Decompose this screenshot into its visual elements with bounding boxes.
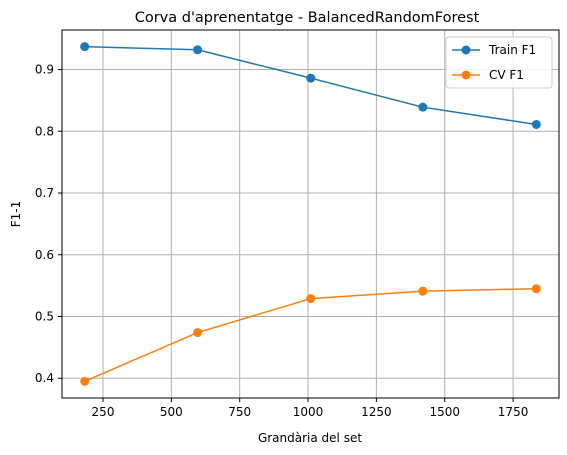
x-tick-label: 500 bbox=[160, 405, 183, 419]
data-point-train-f1 bbox=[193, 45, 203, 55]
y-tick-label: 0.9 bbox=[35, 63, 54, 77]
legend-marker-cv bbox=[461, 70, 471, 80]
x-tick-label: 1500 bbox=[429, 405, 460, 419]
x-tick-label: 250 bbox=[92, 405, 115, 419]
data-point-train-f1 bbox=[531, 119, 541, 129]
plot-area-frame bbox=[61, 29, 560, 399]
legend-label-train: Train F1 bbox=[488, 43, 536, 57]
x-tick-label: 1750 bbox=[498, 405, 529, 419]
data-point-cv-f1 bbox=[418, 286, 428, 296]
data-point-train-f1 bbox=[80, 42, 90, 52]
y-tick-label: 0.7 bbox=[35, 186, 54, 200]
data-point-train-f1 bbox=[306, 73, 316, 83]
chart-title: Corva d'aprenentatge - BalancedRandomFor… bbox=[135, 10, 480, 26]
data-point-cv-f1 bbox=[80, 376, 90, 386]
data-point-cv-f1 bbox=[531, 284, 541, 294]
y-tick-label: 0.8 bbox=[35, 124, 54, 138]
data-point-cv-f1 bbox=[193, 328, 203, 338]
legend: Train F1 CV F1 bbox=[445, 36, 553, 89]
y-tick-label: 0.4 bbox=[35, 371, 54, 385]
y-tick-label: 0.5 bbox=[35, 309, 54, 323]
x-tick-label: 750 bbox=[228, 405, 251, 419]
y-axis-label: F1-1 bbox=[9, 201, 23, 228]
legend-label-cv: CV F1 bbox=[489, 68, 524, 82]
x-axis-label: Grandària del set bbox=[258, 431, 362, 445]
x-tick-label: 1000 bbox=[293, 405, 324, 419]
legend-marker-train bbox=[461, 45, 471, 55]
data-point-cv-f1 bbox=[306, 294, 316, 304]
data-point-train-f1 bbox=[418, 102, 428, 112]
y-tick-label: 0.6 bbox=[35, 248, 54, 262]
x-tick-label: 1250 bbox=[361, 405, 392, 419]
